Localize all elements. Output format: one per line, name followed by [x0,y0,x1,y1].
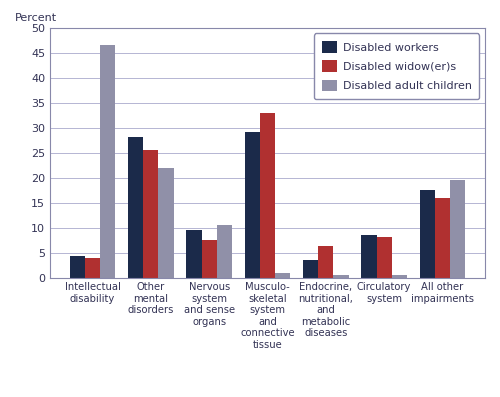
Bar [435,198,450,278]
Bar [318,246,334,278]
Bar [202,241,217,278]
Bar [100,45,116,278]
Text: Percent: Percent [15,13,58,23]
Legend: Disabled workers, Disabled widow(er)s, Disabled adult children: Disabled workers, Disabled widow(er)s, D… [314,33,480,99]
Bar [245,132,260,278]
Bar [70,256,85,278]
Bar [144,150,158,278]
Bar [275,273,290,278]
Bar [186,230,202,278]
Bar [303,260,318,278]
Bar [334,276,348,278]
Bar [260,113,275,278]
Bar [376,237,392,278]
Bar [85,258,100,278]
Bar [362,235,376,278]
Bar [128,137,144,278]
Bar [450,180,465,278]
Bar [420,191,435,278]
Bar [158,168,174,278]
Bar [217,225,232,278]
Bar [392,275,407,278]
